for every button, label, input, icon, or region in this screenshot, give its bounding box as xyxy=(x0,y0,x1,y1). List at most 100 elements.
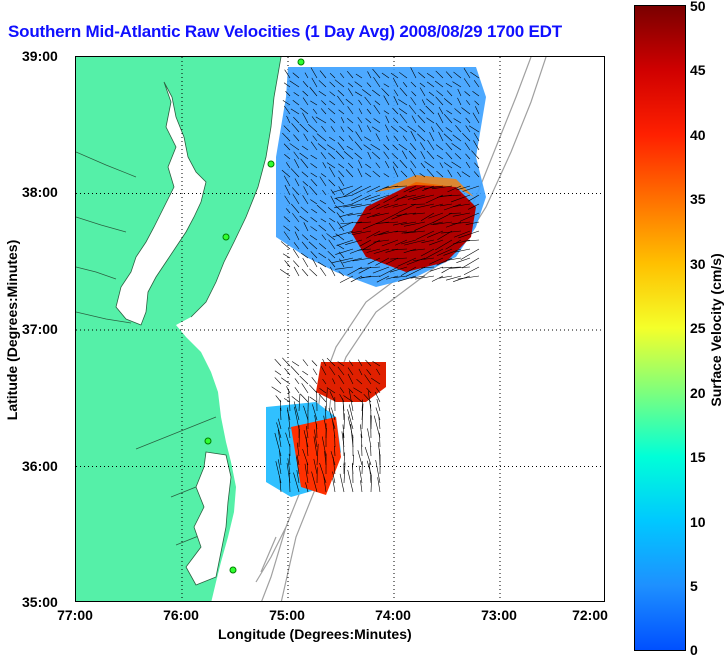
velocity-vector xyxy=(369,462,372,484)
velocity-vector xyxy=(407,125,417,133)
velocity-vector xyxy=(367,151,372,160)
velocity-vector xyxy=(339,136,345,142)
velocity-vector xyxy=(383,203,399,209)
velocity-vector xyxy=(399,125,408,133)
velocity-vector xyxy=(329,136,336,142)
velocity-vector xyxy=(394,185,408,187)
velocity-vector xyxy=(299,152,309,160)
velocity-vector xyxy=(435,70,444,79)
colorbar-tick: 15 xyxy=(690,449,706,465)
velocity-vector xyxy=(459,212,480,222)
velocity-vector xyxy=(348,388,354,394)
velocity-vector xyxy=(426,117,435,124)
velocity-vector xyxy=(414,221,435,231)
velocity-vector xyxy=(470,71,480,79)
velocity-vector xyxy=(373,104,381,115)
velocity-vector xyxy=(284,153,291,160)
velocity-vector xyxy=(315,116,327,124)
velocity-vector xyxy=(296,442,300,457)
velocity-vector xyxy=(451,161,462,169)
velocity-vector xyxy=(467,203,480,210)
chesapeake-bay xyxy=(115,81,207,326)
velocity-vector xyxy=(283,231,291,241)
velocity-vector xyxy=(335,197,345,205)
velocity-vector xyxy=(439,203,453,207)
velocity-vector xyxy=(343,151,354,160)
velocity-vector xyxy=(293,116,300,124)
velocity-vector xyxy=(332,378,336,385)
velocity-vector xyxy=(475,106,480,115)
velocity-vector xyxy=(337,95,345,106)
velocity-vector xyxy=(372,266,390,274)
velocity-vector xyxy=(403,221,426,227)
velocity-vector xyxy=(354,141,363,151)
velocity-vector xyxy=(365,359,372,367)
velocity-vector xyxy=(454,108,462,115)
velocity-vector xyxy=(320,173,327,178)
velocity-vector xyxy=(294,231,300,241)
colorbar-tick: 20 xyxy=(690,385,706,401)
velocity-vector xyxy=(322,189,327,196)
velocity-vector xyxy=(338,186,345,196)
velocity-vector xyxy=(434,80,444,88)
velocity-vector xyxy=(451,221,471,225)
velocity-vector xyxy=(463,239,480,242)
velocity-vector xyxy=(282,100,291,106)
velocity-vector xyxy=(292,248,300,259)
velocity-vector xyxy=(443,98,453,106)
velocity-vector xyxy=(383,95,390,106)
velocity-vector xyxy=(348,82,354,88)
velocity-vector xyxy=(366,230,381,239)
velocity-vector xyxy=(400,170,408,178)
velocity-vector xyxy=(383,194,399,203)
velocity-vector xyxy=(400,221,417,225)
velocity-vector xyxy=(284,184,291,196)
velocity-vector xyxy=(319,70,327,79)
velocity-vector xyxy=(311,471,318,493)
velocity-vector xyxy=(375,407,381,421)
velocity-vector xyxy=(438,131,444,142)
velocity-vector xyxy=(465,125,471,133)
velocity-vector xyxy=(361,275,381,278)
velocity-vector xyxy=(358,99,363,106)
velocity-vector xyxy=(419,82,426,88)
velocity-vector xyxy=(381,239,399,247)
velocity-vector xyxy=(461,257,480,269)
velocity-vector xyxy=(474,100,480,106)
velocity-vector xyxy=(305,436,309,457)
velocity-vector xyxy=(391,212,408,220)
velocity-vector xyxy=(309,268,318,277)
velocity-vector xyxy=(357,450,363,466)
velocity-vector xyxy=(403,248,417,254)
velocity-vector xyxy=(332,456,336,475)
velocity-vector xyxy=(288,388,291,412)
x-tick-label: 73:00 xyxy=(481,607,517,623)
velocity-vector xyxy=(302,370,309,376)
velocity-vector xyxy=(316,443,319,466)
velocity-vector xyxy=(350,423,354,448)
velocity-vector xyxy=(283,225,291,232)
velocity-vector xyxy=(283,216,291,223)
bathymetry-contours xyxy=(255,57,547,601)
velocity-vector xyxy=(310,226,318,232)
velocity-vector xyxy=(415,230,435,240)
velocity-vector xyxy=(301,268,309,277)
pamlico-sound xyxy=(185,451,232,586)
velocity-vector xyxy=(457,171,462,178)
velocity-vector xyxy=(357,212,372,217)
velocity-vector xyxy=(299,215,309,223)
velocity-vector xyxy=(291,123,300,133)
velocity-vector xyxy=(414,275,435,280)
velocity-vector xyxy=(348,135,354,142)
velocity-vector xyxy=(379,266,399,278)
velocity-vector xyxy=(339,212,354,218)
velocity-vector xyxy=(457,275,480,280)
velocity-vector xyxy=(287,458,291,475)
velocity-vector xyxy=(309,86,318,97)
velocity-vector xyxy=(445,239,462,250)
velocity-vector xyxy=(463,78,471,88)
velocity-vector xyxy=(366,369,372,376)
velocity-vector xyxy=(316,133,327,142)
velocity-vector xyxy=(334,79,345,88)
velocity-vector xyxy=(310,217,318,223)
